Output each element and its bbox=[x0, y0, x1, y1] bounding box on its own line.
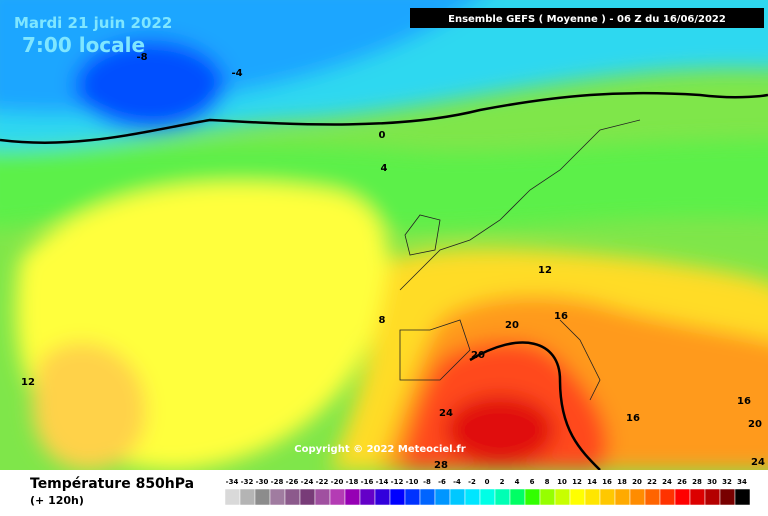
scale-swatch bbox=[584, 488, 601, 506]
scale-label: 0 bbox=[485, 478, 490, 486]
scale-swatch bbox=[689, 488, 706, 506]
time: 7:00 locale bbox=[22, 33, 145, 57]
scale-swatch bbox=[554, 488, 571, 506]
scale-label: 8 bbox=[545, 478, 550, 486]
contour-label: 0 bbox=[379, 130, 386, 141]
scale-swatch bbox=[524, 488, 541, 506]
contour-label: 24 bbox=[751, 457, 765, 468]
copyright: Copyright © 2022 Meteociel.fr bbox=[294, 444, 465, 455]
scale-swatch bbox=[464, 488, 481, 506]
scale-swatch bbox=[599, 488, 616, 506]
contour-label: 12 bbox=[538, 265, 552, 276]
scale-swatch bbox=[704, 488, 721, 506]
scale-label: 10 bbox=[557, 478, 567, 486]
scale-label: 22 bbox=[647, 478, 657, 486]
contour-label: 28 bbox=[434, 460, 448, 471]
model-banner bbox=[410, 8, 764, 28]
date: Mardi 21 juin 2022 bbox=[14, 14, 172, 32]
scale-label: -14 bbox=[376, 478, 389, 486]
scale-label: -32 bbox=[241, 478, 254, 486]
temperature-field bbox=[0, 0, 768, 471]
footer-title: Température 850hPa bbox=[30, 476, 194, 492]
scale-swatch bbox=[224, 488, 241, 506]
scale-swatch bbox=[494, 488, 511, 506]
scale-label: -26 bbox=[286, 478, 299, 486]
scale-label: -4 bbox=[453, 478, 461, 486]
scale-swatch bbox=[299, 488, 316, 506]
scale-swatch bbox=[719, 488, 736, 506]
scale-swatch bbox=[239, 488, 256, 506]
scale-swatch bbox=[734, 488, 751, 506]
scale-label: 24 bbox=[662, 478, 672, 486]
scale-label: 18 bbox=[617, 478, 627, 486]
scale-swatch bbox=[269, 488, 286, 506]
scale-swatch bbox=[284, 488, 301, 506]
scale-label: 28 bbox=[692, 478, 702, 486]
scale-swatch bbox=[389, 488, 406, 506]
scale-label: -2 bbox=[468, 478, 476, 486]
scale-label: -20 bbox=[331, 478, 344, 486]
scale-label: 2 bbox=[500, 478, 505, 486]
scale-swatch bbox=[569, 488, 586, 506]
contour-label: -8 bbox=[136, 52, 147, 63]
scale-label: 26 bbox=[677, 478, 687, 486]
contour-label: 20 bbox=[505, 320, 519, 331]
scale-label: 14 bbox=[587, 478, 597, 486]
scale-label: 32 bbox=[722, 478, 732, 486]
scale-label: -34 bbox=[226, 478, 239, 486]
scale-label: -24 bbox=[301, 478, 314, 486]
scale-swatch bbox=[509, 488, 526, 506]
scale-swatch bbox=[329, 488, 346, 506]
scale-label: -18 bbox=[346, 478, 359, 486]
model-info: Ensemble GEFS ( Moyenne ) - 06 Z du 16/0… bbox=[448, 14, 726, 25]
scale-label: 12 bbox=[572, 478, 582, 486]
scale-swatch bbox=[539, 488, 556, 506]
contour-label: 20 bbox=[471, 350, 485, 361]
scale-swatch bbox=[674, 488, 691, 506]
scale-swatch bbox=[629, 488, 646, 506]
scale-label: -28 bbox=[271, 478, 284, 486]
scale-swatch bbox=[359, 488, 376, 506]
scale-swatch bbox=[314, 488, 331, 506]
scale-swatch bbox=[659, 488, 676, 506]
contour-label: 20 bbox=[748, 419, 762, 430]
scale-label: 4 bbox=[515, 478, 520, 486]
scale-label: -16 bbox=[361, 478, 374, 486]
footer-lead: (+ 120h) bbox=[30, 494, 84, 507]
scale-label: 34 bbox=[737, 478, 747, 486]
coastlines bbox=[399, 119, 641, 401]
scale-label: 30 bbox=[707, 478, 717, 486]
contour-label: 12 bbox=[21, 377, 35, 388]
scale-swatch bbox=[614, 488, 631, 506]
scale-label: -12 bbox=[391, 478, 404, 486]
contour-label: 24 bbox=[439, 408, 453, 419]
scale-label: -6 bbox=[438, 478, 446, 486]
scale-swatch bbox=[449, 488, 466, 506]
scale-label: -30 bbox=[256, 478, 269, 486]
scale-label: -10 bbox=[406, 478, 419, 486]
scale-swatch bbox=[644, 488, 661, 506]
scale-label: 16 bbox=[602, 478, 612, 486]
scale-swatch bbox=[434, 488, 451, 506]
contour-label: 16 bbox=[626, 413, 640, 424]
contour-label: 16 bbox=[737, 396, 751, 407]
scale-label: 6 bbox=[530, 478, 535, 486]
color-scale: -34 -32 -30 -28 -26 -24 -22 -20 -18 -16 -14 -12 -10-… bbox=[224, 478, 751, 506]
contour-labels: -8 -4 0 4 12 8 12 16 20 20 24 28 16 16 20 24 bbox=[21, 52, 765, 471]
scale-swatch bbox=[344, 488, 361, 506]
scale-swatch bbox=[479, 488, 496, 506]
scale-swatch bbox=[419, 488, 436, 506]
contour-label: 4 bbox=[381, 163, 388, 174]
scale-label: 20 bbox=[632, 478, 642, 486]
scale-swatch bbox=[254, 488, 271, 506]
contour-label: -4 bbox=[231, 68, 242, 79]
scale-swatch bbox=[404, 488, 421, 506]
scale-label: -22 bbox=[316, 478, 329, 486]
contour-label: 16 bbox=[554, 311, 568, 322]
scale-swatch bbox=[374, 488, 391, 506]
contour-label: 8 bbox=[379, 315, 386, 326]
scale-label: -8 bbox=[423, 478, 431, 486]
